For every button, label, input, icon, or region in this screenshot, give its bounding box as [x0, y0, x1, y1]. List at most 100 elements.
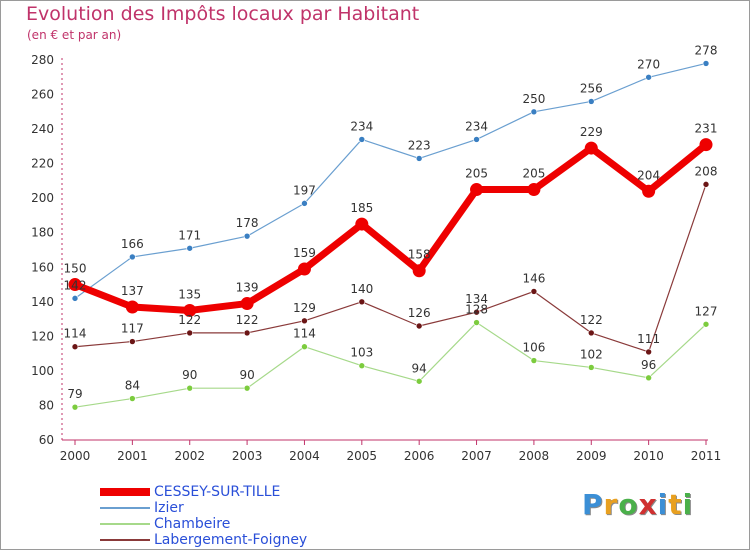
- data-point: [129, 395, 136, 402]
- data-label: 79: [67, 387, 82, 401]
- logo-letter: i: [657, 488, 669, 521]
- data-point: [71, 295, 79, 302]
- data-label: 231: [695, 122, 718, 136]
- data-label: 103: [350, 346, 373, 360]
- data-point: [530, 288, 538, 295]
- x-tick-label: 2001: [117, 449, 148, 463]
- data-point: [297, 262, 311, 276]
- data-point: [473, 319, 480, 326]
- x-tick-label: 2005: [347, 449, 378, 463]
- data-label: 146: [522, 271, 545, 285]
- data-label: 166: [121, 237, 144, 251]
- data-point: [301, 343, 308, 351]
- data-point: [699, 138, 713, 152]
- data-point: [68, 278, 82, 292]
- data-point: [587, 98, 595, 105]
- data-point: [358, 362, 366, 370]
- data-label: 111: [637, 332, 660, 346]
- legend-item: Labergement-Foigney: [100, 532, 307, 548]
- data-point: [587, 364, 595, 371]
- legend-item: Izier: [100, 500, 184, 516]
- data-point: [642, 184, 656, 198]
- legend-label: CESSEY-SUR-TILLE: [154, 484, 281, 500]
- data-point: [186, 244, 194, 252]
- data-label: 126: [408, 306, 431, 320]
- data-label: 102: [580, 347, 603, 361]
- y-tick-label: 260: [31, 88, 54, 102]
- data-point: [584, 141, 598, 155]
- data-label: 150: [64, 262, 87, 276]
- data-label: 134: [465, 292, 488, 306]
- data-point: [645, 348, 652, 356]
- axes: 60 80 100 120 140 160 180 200 220 240 260 280 2000 20…: [31, 53, 721, 463]
- logo-letter: r: [603, 488, 619, 521]
- data-label: 158: [408, 248, 431, 262]
- data-point: [470, 183, 484, 197]
- data-label: 197: [293, 183, 316, 197]
- y-tick-label: 100: [31, 364, 54, 378]
- data-label: 270: [637, 57, 660, 71]
- data-point: [702, 320, 710, 328]
- logo-letter: t: [668, 488, 683, 521]
- data-label: 96: [641, 358, 656, 372]
- data-label: 250: [522, 92, 545, 106]
- data-point: [473, 136, 480, 143]
- y-tick-label: 60: [39, 433, 54, 447]
- legend-item: CESSEY-SUR-TILLE: [100, 484, 280, 500]
- data-point: [301, 200, 308, 207]
- data-point: [129, 253, 136, 261]
- series-chambeire: [71, 319, 710, 411]
- y-tick-label: 120: [31, 329, 54, 343]
- series-line: [74, 62, 707, 299]
- x-tick-label: 2006: [404, 449, 435, 463]
- series-cessey-sur-tille: [68, 138, 713, 317]
- x-tick-label: 2009: [576, 449, 607, 463]
- data-point: [186, 329, 194, 337]
- data-label: 208: [695, 164, 718, 178]
- data-point: [243, 232, 251, 240]
- data-label: 234: [350, 119, 373, 133]
- series-line: [74, 183, 707, 353]
- data-point: [183, 303, 197, 317]
- data-point: [473, 308, 480, 316]
- data-point: [530, 108, 538, 116]
- data-label: 90: [239, 368, 254, 382]
- data-label: 135: [178, 287, 201, 301]
- data-point: [355, 217, 369, 231]
- data-label: 205: [522, 167, 545, 181]
- data-label: 140: [350, 282, 373, 296]
- data-point: [702, 181, 710, 188]
- x-tick-label: 2004: [289, 449, 320, 463]
- chart-title: Evolution des Impôts locaux par Habitant: [26, 3, 420, 25]
- data-point: [129, 338, 136, 345]
- data-label: 178: [236, 216, 259, 230]
- data-label: 117: [121, 322, 144, 336]
- data-point: [415, 377, 423, 385]
- data-point: [243, 329, 251, 337]
- data-label: 159: [293, 246, 316, 260]
- data-label: 137: [121, 284, 144, 298]
- data-label: 122: [236, 313, 259, 327]
- data-label: 229: [580, 125, 603, 139]
- data-label: 256: [580, 81, 603, 95]
- series-line: [74, 321, 707, 408]
- series-line: [71, 141, 710, 314]
- data-label: 204: [637, 168, 660, 182]
- series-labergement-foigney: [71, 181, 710, 356]
- data-label: 122: [178, 313, 201, 327]
- data-label: 94: [412, 361, 427, 375]
- data-label: 106: [522, 341, 545, 355]
- y-tick-label: 240: [31, 122, 54, 136]
- data-point: [301, 317, 308, 325]
- data-label: 90: [182, 368, 197, 382]
- data-point: [530, 357, 538, 364]
- data-label: 114: [64, 327, 87, 341]
- data-point: [587, 329, 595, 337]
- legend-swatch: [100, 507, 150, 509]
- data-point: [186, 384, 194, 392]
- x-tick-label: 2011: [691, 449, 722, 463]
- x-tick-label: 2010: [633, 449, 664, 463]
- legend-swatch: [100, 539, 150, 541]
- proxiti-logo: Proxiti: [582, 488, 693, 521]
